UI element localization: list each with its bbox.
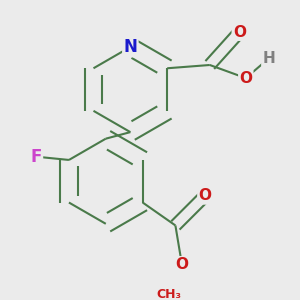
Text: N: N <box>123 38 137 56</box>
Text: O: O <box>176 257 188 272</box>
Text: O: O <box>233 25 246 40</box>
Text: CH₃: CH₃ <box>156 288 182 300</box>
Text: O: O <box>239 70 252 86</box>
Text: H: H <box>262 51 275 66</box>
Text: F: F <box>31 148 42 166</box>
Text: O: O <box>198 188 212 203</box>
